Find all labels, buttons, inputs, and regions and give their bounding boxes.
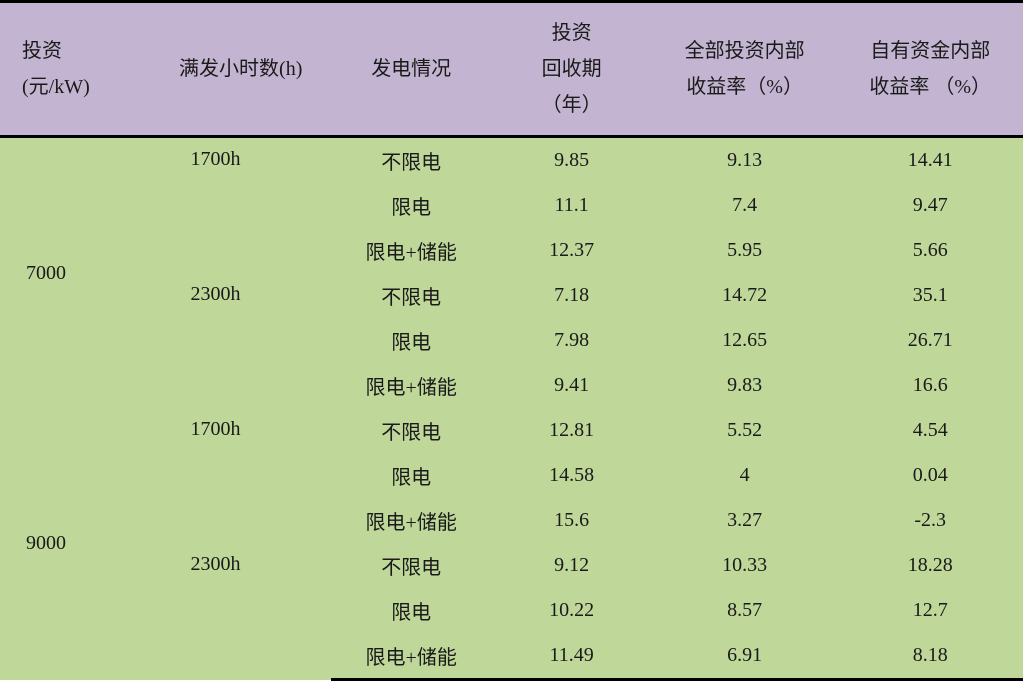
- gen-cell: 不限电: [331, 273, 491, 318]
- gen-cell: 限电+储能: [331, 498, 491, 543]
- irr-equity-cell: 4.54: [837, 408, 1023, 453]
- irr-equity-cell: 12.7: [837, 588, 1023, 633]
- irr-total-cell: 7.4: [652, 183, 838, 228]
- investment-table-container: 投资 (元/kW) 满发小时数(h) 发电情况 投资 回收期 （年） 全部投资内…: [0, 0, 1023, 681]
- irr-equity-cell: 0.04: [837, 453, 1023, 498]
- hours-cell: 2300h: [150, 273, 331, 408]
- header-irr-equity: 自有资金内部 收益率 （%）: [837, 2, 1023, 137]
- header-gen: 发电情况: [331, 2, 491, 137]
- gen-cell: 限电+储能: [331, 363, 491, 408]
- irr-total-cell: 4: [652, 453, 838, 498]
- gen-cell: 限电: [331, 453, 491, 498]
- gen-cell: 限电: [331, 588, 491, 633]
- header-payback-line3: （年）: [499, 87, 643, 123]
- irr-equity-cell: 35.1: [837, 273, 1023, 318]
- header-irr-total-line1: 全部投资内部: [660, 33, 830, 69]
- header-payback-line1: 投资: [499, 15, 643, 51]
- payback-cell: 9.12: [491, 543, 651, 588]
- gen-cell: 限电+储能: [331, 228, 491, 273]
- payback-cell: 12.81: [491, 408, 651, 453]
- gen-cell: 不限电: [331, 137, 491, 184]
- irr-equity-cell: 9.47: [837, 183, 1023, 228]
- payback-cell: 11.1: [491, 183, 651, 228]
- header-hours: 满发小时数(h): [150, 2, 331, 137]
- irr-total-cell: 12.65: [652, 318, 838, 363]
- irr-total-cell: 9.83: [652, 363, 838, 408]
- irr-total-cell: 9.13: [652, 137, 838, 184]
- payback-cell: 7.98: [491, 318, 651, 363]
- irr-equity-cell: -2.3: [837, 498, 1023, 543]
- investment-cell: 9000: [0, 408, 150, 680]
- header-irr-equity-line1: 自有资金内部: [845, 33, 1015, 69]
- table-row: 2300h 不限电 7.18 14.72 35.1: [0, 273, 1023, 318]
- payback-cell: 11.49: [491, 633, 651, 680]
- investment-table: 投资 (元/kW) 满发小时数(h) 发电情况 投资 回收期 （年） 全部投资内…: [0, 0, 1023, 681]
- header-irr-total-line2: 收益率（%）: [660, 69, 830, 105]
- irr-equity-cell: 14.41: [837, 137, 1023, 184]
- irr-total-cell: 5.95: [652, 228, 838, 273]
- table-row: 7000 1700h 不限电 9.85 9.13 14.41: [0, 137, 1023, 184]
- table-header: 投资 (元/kW) 满发小时数(h) 发电情况 投资 回收期 （年） 全部投资内…: [0, 2, 1023, 137]
- header-investment-line1: 投资: [22, 33, 142, 69]
- irr-total-cell: 10.33: [652, 543, 838, 588]
- header-investment-line2: (元/kW): [22, 69, 142, 105]
- irr-total-cell: 5.52: [652, 408, 838, 453]
- table-row: 9000 1700h 不限电 12.81 5.52 4.54: [0, 408, 1023, 453]
- irr-equity-cell: 5.66: [837, 228, 1023, 273]
- irr-equity-cell: 16.6: [837, 363, 1023, 408]
- header-payback: 投资 回收期 （年）: [491, 2, 651, 137]
- irr-total-cell: 6.91: [652, 633, 838, 680]
- gen-cell: 不限电: [331, 543, 491, 588]
- header-investment: 投资 (元/kW): [0, 2, 150, 137]
- gen-cell: 限电: [331, 318, 491, 363]
- table-row: 2300h 不限电 9.12 10.33 18.28: [0, 543, 1023, 588]
- table-body: 7000 1700h 不限电 9.85 9.13 14.41 限电 11.1 7…: [0, 137, 1023, 680]
- payback-cell: 15.6: [491, 498, 651, 543]
- payback-cell: 9.85: [491, 137, 651, 184]
- irr-equity-cell: 18.28: [837, 543, 1023, 588]
- irr-total-cell: 14.72: [652, 273, 838, 318]
- header-irr-total: 全部投资内部 收益率（%）: [652, 2, 838, 137]
- payback-cell: 9.41: [491, 363, 651, 408]
- irr-total-cell: 8.57: [652, 588, 838, 633]
- hours-cell: 1700h: [150, 408, 331, 543]
- gen-cell: 限电+储能: [331, 633, 491, 680]
- gen-cell: 限电: [331, 183, 491, 228]
- investment-cell: 7000: [0, 137, 150, 409]
- payback-cell: 14.58: [491, 453, 651, 498]
- hours-cell: 2300h: [150, 543, 331, 680]
- payback-cell: 7.18: [491, 273, 651, 318]
- irr-equity-cell: 8.18: [837, 633, 1023, 680]
- irr-total-cell: 3.27: [652, 498, 838, 543]
- hours-cell: 1700h: [150, 137, 331, 274]
- header-payback-line2: 回收期: [499, 51, 643, 87]
- header-irr-equity-line2: 收益率 （%）: [845, 69, 1015, 105]
- irr-equity-cell: 26.71: [837, 318, 1023, 363]
- payback-cell: 12.37: [491, 228, 651, 273]
- gen-cell: 不限电: [331, 408, 491, 453]
- payback-cell: 10.22: [491, 588, 651, 633]
